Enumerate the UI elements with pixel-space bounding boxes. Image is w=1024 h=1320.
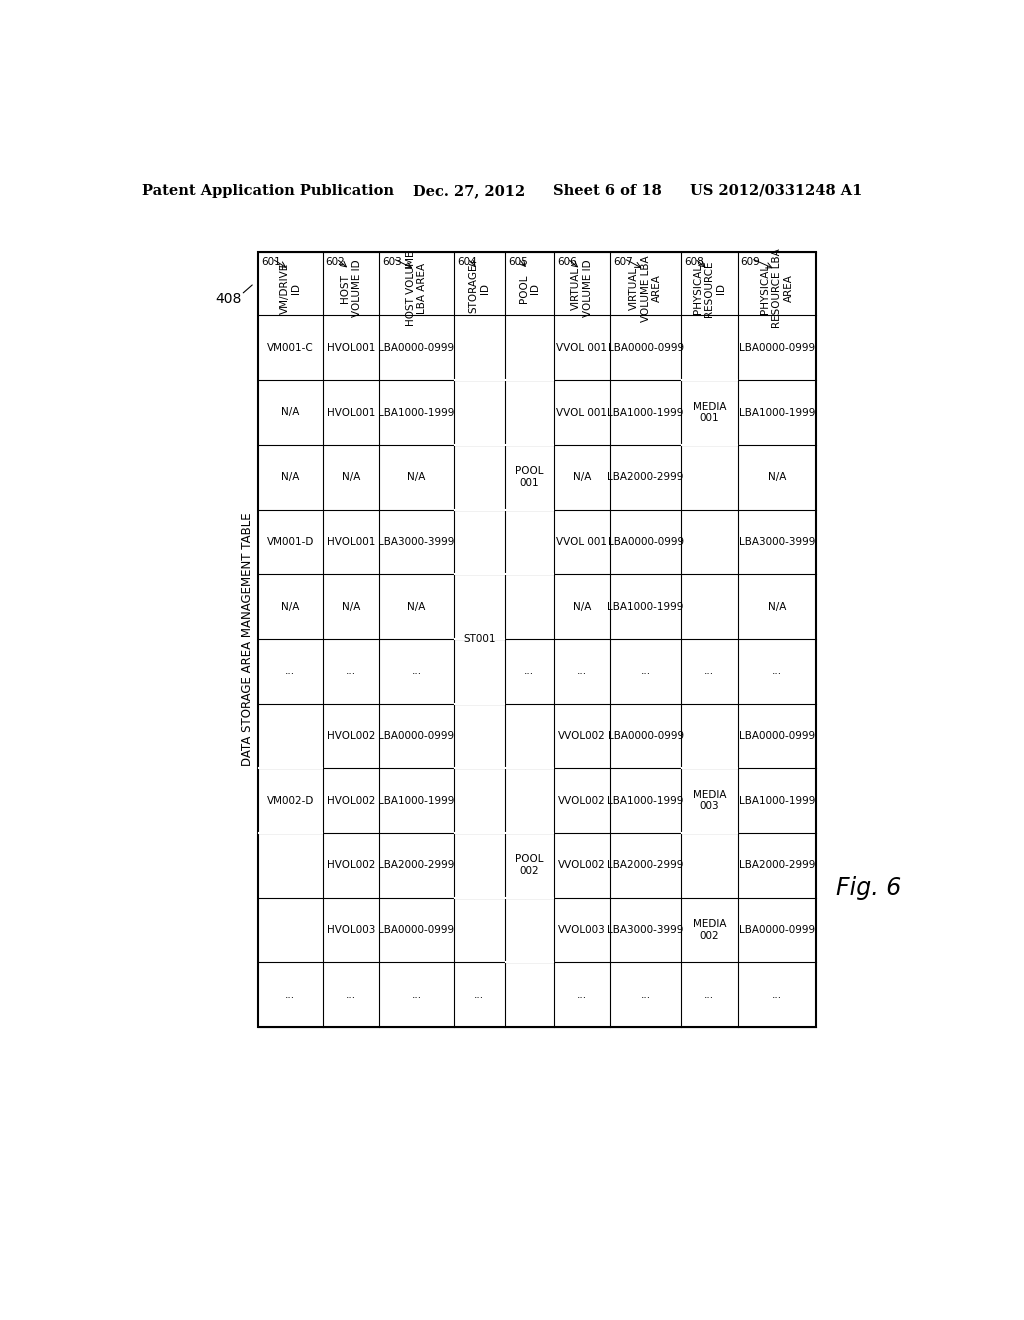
- Text: LBA3000-3999: LBA3000-3999: [738, 537, 815, 546]
- Text: 608: 608: [684, 257, 703, 267]
- Text: LBA0000-0999: LBA0000-0999: [379, 925, 455, 935]
- Text: Fig. 6: Fig. 6: [837, 876, 901, 900]
- Text: HVOL003: HVOL003: [327, 925, 375, 935]
- Text: 603: 603: [382, 257, 402, 267]
- Text: LBA2000-2999: LBA2000-2999: [607, 861, 684, 870]
- Text: VM/DRIVE
ID: VM/DRIVE ID: [280, 263, 301, 314]
- Text: LBA3000-3999: LBA3000-3999: [607, 925, 684, 935]
- Text: ...: ...: [346, 990, 356, 999]
- Text: LBA1000-1999: LBA1000-1999: [738, 408, 815, 417]
- Text: VVOL002: VVOL002: [558, 796, 606, 805]
- Text: HVOL001: HVOL001: [327, 537, 375, 546]
- Text: ...: ...: [412, 990, 422, 999]
- Text: ...: ...: [412, 667, 422, 676]
- Text: 604: 604: [457, 257, 477, 267]
- Text: N/A: N/A: [408, 602, 426, 611]
- Text: 605: 605: [508, 257, 527, 267]
- Text: POOL
001: POOL 001: [515, 466, 544, 488]
- Text: LBA0000-0999: LBA0000-0999: [607, 731, 684, 741]
- Text: HVOL002: HVOL002: [327, 731, 375, 741]
- Text: LBA0000-0999: LBA0000-0999: [379, 343, 455, 352]
- Text: HVOL001: HVOL001: [327, 343, 375, 352]
- Text: HOST
VOLUME ID: HOST VOLUME ID: [340, 260, 361, 317]
- Text: LBA1000-1999: LBA1000-1999: [607, 408, 684, 417]
- Text: LBA2000-2999: LBA2000-2999: [379, 861, 455, 870]
- Text: ...: ...: [286, 990, 296, 999]
- Text: LBA2000-2999: LBA2000-2999: [607, 473, 684, 482]
- Text: PHYSICAL
RESOURCE LBA
AREA: PHYSICAL RESOURCE LBA AREA: [760, 248, 794, 329]
- Text: DATA STORAGE AREA MANAGEMENT TABLE: DATA STORAGE AREA MANAGEMENT TABLE: [241, 513, 254, 767]
- Text: MEDIA
002: MEDIA 002: [692, 919, 726, 941]
- Text: VVOL002: VVOL002: [558, 861, 606, 870]
- Text: ...: ...: [705, 667, 715, 676]
- Text: LBA0000-0999: LBA0000-0999: [379, 731, 455, 741]
- Text: ST001: ST001: [463, 634, 496, 644]
- Text: ...: ...: [772, 667, 782, 676]
- Text: 601: 601: [261, 257, 281, 267]
- Text: 602: 602: [326, 257, 345, 267]
- Text: POOL
ID: POOL ID: [518, 275, 540, 302]
- Text: N/A: N/A: [572, 473, 591, 482]
- Text: N/A: N/A: [768, 602, 786, 611]
- Text: VVOL 001: VVOL 001: [556, 408, 607, 417]
- Text: VVOL003: VVOL003: [558, 925, 606, 935]
- Text: LBA1000-1999: LBA1000-1999: [607, 796, 684, 805]
- Text: LBA1000-1999: LBA1000-1999: [738, 796, 815, 805]
- Text: ...: ...: [346, 667, 356, 676]
- Text: N/A: N/A: [282, 473, 300, 482]
- Text: ...: ...: [641, 667, 650, 676]
- Text: N/A: N/A: [342, 473, 360, 482]
- Text: HOST VOLUME
LBA AREA: HOST VOLUME LBA AREA: [406, 251, 427, 326]
- Text: ...: ...: [577, 990, 587, 999]
- Text: US 2012/0331248 A1: US 2012/0331248 A1: [690, 183, 862, 198]
- Text: VM002-D: VM002-D: [266, 796, 314, 805]
- Text: LBA1000-1999: LBA1000-1999: [607, 602, 684, 611]
- Text: LBA1000-1999: LBA1000-1999: [379, 796, 455, 805]
- Text: HVOL001: HVOL001: [327, 408, 375, 417]
- Text: 408: 408: [216, 292, 242, 305]
- Text: LBA2000-2999: LBA2000-2999: [738, 861, 815, 870]
- Text: MEDIA
001: MEDIA 001: [692, 401, 726, 424]
- Text: HVOL002: HVOL002: [327, 796, 375, 805]
- Text: N/A: N/A: [282, 408, 300, 417]
- Text: LBA0000-0999: LBA0000-0999: [739, 731, 815, 741]
- Text: MEDIA
003: MEDIA 003: [692, 789, 726, 812]
- Text: ...: ...: [577, 667, 587, 676]
- Text: VM001-C: VM001-C: [267, 343, 313, 352]
- Text: N/A: N/A: [342, 602, 360, 611]
- Text: N/A: N/A: [572, 602, 591, 611]
- Text: VVOL002: VVOL002: [558, 731, 606, 741]
- Text: ...: ...: [772, 990, 782, 999]
- Text: HVOL002: HVOL002: [327, 861, 375, 870]
- Text: N/A: N/A: [768, 473, 786, 482]
- Bar: [258, 252, 816, 1027]
- Text: VM001-D: VM001-D: [266, 537, 314, 546]
- Text: ...: ...: [524, 667, 535, 676]
- Text: VVOL 001: VVOL 001: [556, 537, 607, 546]
- Text: Patent Application Publication: Patent Application Publication: [142, 183, 394, 198]
- Text: LBA0000-0999: LBA0000-0999: [607, 537, 684, 546]
- Text: 607: 607: [613, 257, 633, 267]
- Text: Sheet 6 of 18: Sheet 6 of 18: [553, 183, 662, 198]
- Text: LBA1000-1999: LBA1000-1999: [379, 408, 455, 417]
- Text: N/A: N/A: [408, 473, 426, 482]
- Text: ...: ...: [641, 990, 650, 999]
- Text: PHYSICAL
RESOURCE
ID: PHYSICAL RESOURCE ID: [692, 260, 726, 317]
- Text: ...: ...: [705, 990, 715, 999]
- Text: Dec. 27, 2012: Dec. 27, 2012: [414, 183, 525, 198]
- Text: LBA0000-0999: LBA0000-0999: [739, 343, 815, 352]
- Text: POOL
002: POOL 002: [515, 854, 544, 876]
- Text: ...: ...: [474, 990, 484, 999]
- Text: VIRTUAL
VOLUME ID: VIRTUAL VOLUME ID: [571, 260, 593, 317]
- Text: LBA0000-0999: LBA0000-0999: [607, 343, 684, 352]
- Text: VVOL 001: VVOL 001: [556, 343, 607, 352]
- Text: ...: ...: [286, 667, 296, 676]
- Text: LBA3000-3999: LBA3000-3999: [379, 537, 455, 546]
- Text: 606: 606: [557, 257, 577, 267]
- Text: N/A: N/A: [282, 602, 300, 611]
- Text: LBA0000-0999: LBA0000-0999: [739, 925, 815, 935]
- Text: STORAGE
ID: STORAGE ID: [469, 264, 490, 313]
- Text: 609: 609: [740, 257, 761, 267]
- Text: VIRTUAL
VOLUME LBA
AREA: VIRTUAL VOLUME LBA AREA: [629, 255, 663, 322]
